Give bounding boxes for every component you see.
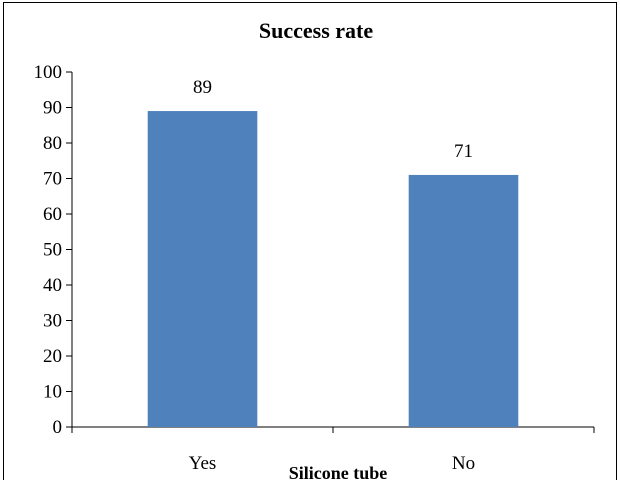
y-tick-label: 70 bbox=[43, 169, 62, 190]
y-tick-label: 60 bbox=[43, 204, 62, 225]
x-axis-title: Silicone tube bbox=[289, 463, 388, 482]
y-tick-label: 80 bbox=[43, 133, 62, 154]
bars bbox=[147, 111, 519, 428]
data-labels: 89 71 bbox=[193, 77, 473, 162]
y-tick-label: 100 bbox=[34, 62, 63, 83]
chart-title: Success rate bbox=[259, 18, 373, 43]
data-label: 89 bbox=[193, 77, 212, 98]
y-tick-label: 20 bbox=[43, 346, 62, 367]
x-tick-label: Yes bbox=[189, 453, 217, 474]
y-tick-label: 30 bbox=[43, 311, 62, 332]
y-tick-label: 0 bbox=[53, 417, 63, 438]
y-tick-label: 50 bbox=[43, 240, 62, 261]
y-tick-label: 40 bbox=[43, 275, 62, 296]
y-axis: 0 10 20 30 40 50 60 70 80 90 100 bbox=[34, 62, 73, 438]
y-tick-label: 90 bbox=[43, 98, 62, 119]
y-tick-label: 10 bbox=[43, 382, 62, 403]
x-tick-label: No bbox=[452, 453, 475, 474]
x-axis bbox=[71, 426, 595, 433]
chart-frame bbox=[3, 2, 617, 480]
x-tick-labels: Yes No bbox=[189, 453, 475, 474]
bar-no bbox=[408, 174, 519, 427]
data-label: 71 bbox=[454, 141, 473, 162]
bar-yes bbox=[147, 111, 258, 428]
